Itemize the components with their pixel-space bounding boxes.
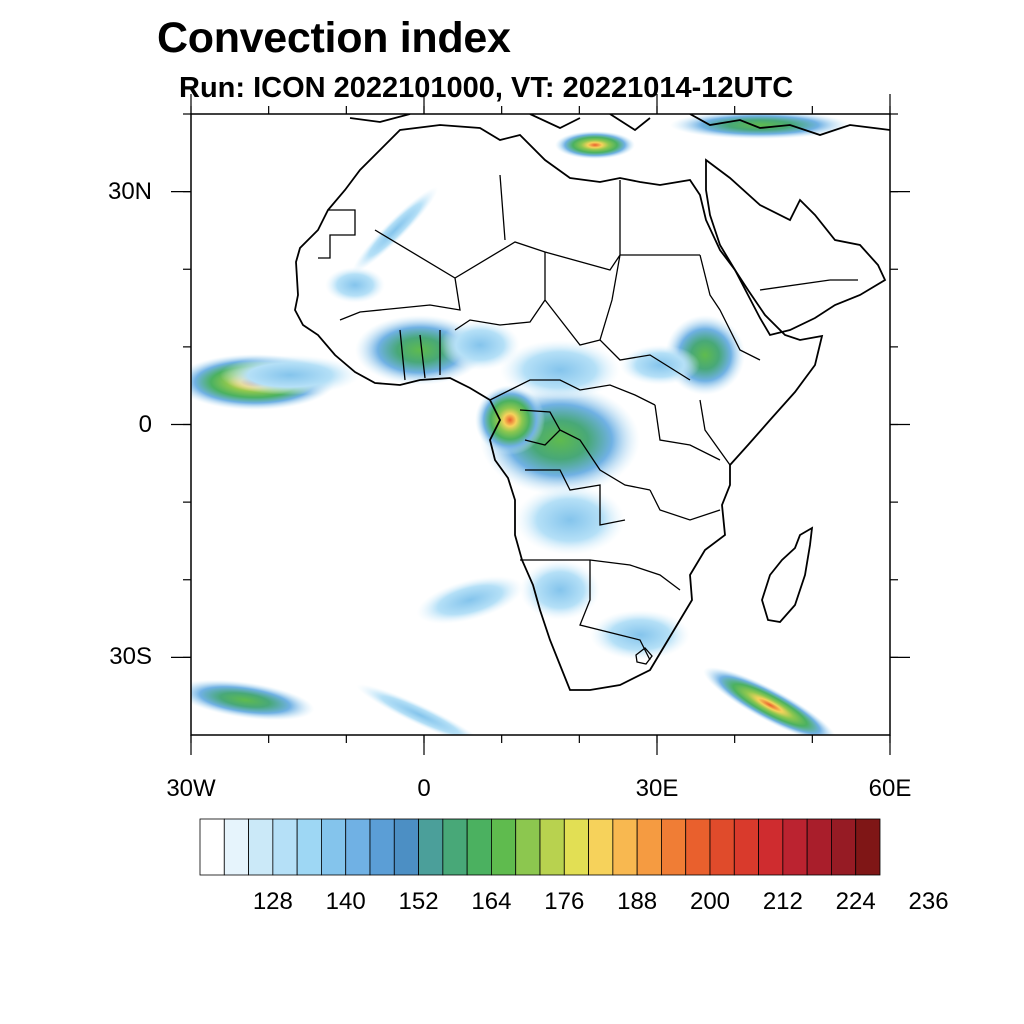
colorbar-tick-label: 224 <box>835 888 876 915</box>
chart-title: Convection index <box>157 14 511 62</box>
lat-label: 0 <box>138 410 152 438</box>
colorbar-tick-label: 212 <box>762 888 803 915</box>
colorbar-swatch <box>636 818 662 876</box>
lon-label: 30W <box>166 775 216 802</box>
lat-label: 30N <box>107 177 152 205</box>
lon-label: 60E <box>868 775 912 802</box>
colorbar-swatch <box>758 818 784 876</box>
convection-mauritania <box>325 267 385 303</box>
colorbar-swatch <box>612 818 638 876</box>
colorbar-tick-label: 236 <box>908 888 949 915</box>
colorbar-swatch <box>709 818 735 876</box>
africa-coastline <box>294 124 824 691</box>
colorbar-swatch <box>855 818 881 876</box>
lat-label: 30S <box>109 643 152 671</box>
colorbar-tick-label: 152 <box>398 888 439 915</box>
colorbar-swatch <box>442 818 468 876</box>
europe-coast <box>349 114 890 136</box>
colorbar-tick-label: 188 <box>617 888 658 915</box>
lon-label: 30E <box>635 775 679 802</box>
convection-sahara-streak <box>351 186 439 274</box>
convection-atlantic-swirl <box>416 576 524 624</box>
colorbar-swatch <box>345 818 371 876</box>
lon-label: 0 <box>417 775 431 802</box>
lesotho <box>635 647 653 665</box>
colorbar-swatch <box>466 818 492 876</box>
madagascar <box>761 526 814 623</box>
colorbar-swatch <box>515 818 541 876</box>
convection-cameroon <box>475 385 545 455</box>
colorbar-swatch <box>588 818 614 876</box>
convection-namibia <box>520 560 600 620</box>
colorbar-swatch <box>248 818 274 876</box>
colorbar-swatch <box>369 818 395 876</box>
colorbar-tick-label: 140 <box>325 888 366 915</box>
colorbar-swatch <box>321 818 347 876</box>
colorbar-swatch <box>199 818 225 876</box>
convection-nigeria <box>440 320 520 370</box>
colorbar-swatch <box>685 818 711 876</box>
convection-atlantic-fringe <box>220 355 360 395</box>
colorbar-swatch <box>296 818 322 876</box>
colorbar-swatch <box>539 818 565 876</box>
convection-central-african <box>500 340 620 400</box>
country-borders <box>318 174 858 665</box>
convection-field <box>191 114 850 735</box>
convection-eastern-med <box>670 114 850 139</box>
colorbar-tick-label: 128 <box>252 888 293 915</box>
colorbar-tick-label: 176 <box>544 888 585 915</box>
colorbar-swatch <box>223 818 249 876</box>
convection-southern-ocean <box>703 667 837 735</box>
convection-mediterranean <box>555 131 635 159</box>
colorbar-tick-label: 200 <box>689 888 731 915</box>
convection-south-atlantic <box>191 679 315 721</box>
colorbar-swatch <box>272 818 298 876</box>
colorbar-swatch <box>491 818 517 876</box>
colorbar-swatch <box>733 818 759 876</box>
convection-sudan <box>620 345 700 385</box>
convection-south-atlantic-streak <box>356 684 484 735</box>
colorbar-swatch <box>418 818 444 876</box>
colorbar-swatch <box>661 818 687 876</box>
colorbar-swatch <box>831 818 857 876</box>
colorbar-swatch <box>806 818 832 876</box>
convection-angola <box>515 485 625 555</box>
chart-subtitle: Run: ICON 2022101000, VT: 20221014-12UTC <box>179 72 794 104</box>
axis-ticks <box>171 94 910 755</box>
arabian-peninsula <box>705 158 887 337</box>
border-lines <box>318 174 858 661</box>
colorbar-swatch <box>563 818 589 876</box>
convection-south-africa <box>590 610 690 660</box>
colorbar-swatch <box>393 818 419 876</box>
coastlines <box>294 114 890 691</box>
colorbar <box>199 818 881 876</box>
colorbar-swatch <box>782 818 808 876</box>
colorbar-tick-label: 164 <box>471 888 512 915</box>
